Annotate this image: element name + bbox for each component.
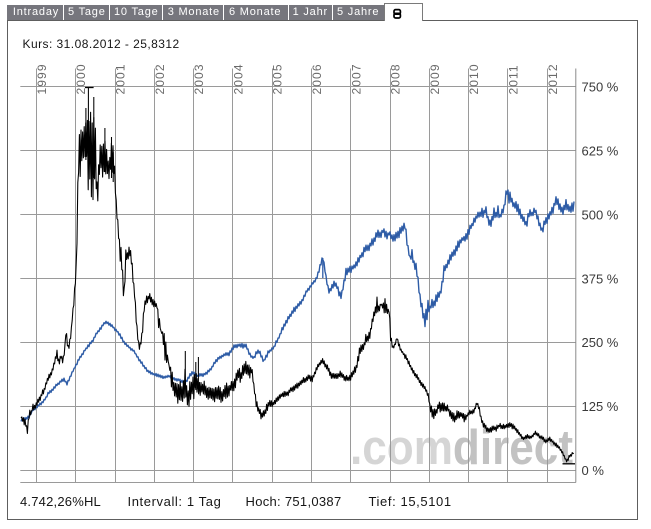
svg-text:.comdirect: .comdirect	[350, 420, 573, 475]
svg-text:2007: 2007	[349, 63, 363, 94]
svg-text:750 %: 750 %	[582, 80, 619, 95]
svg-text:2011: 2011	[507, 64, 521, 94]
svg-text:2003: 2003	[192, 63, 206, 94]
svg-text:2009: 2009	[428, 63, 442, 94]
svg-text:2010: 2010	[467, 63, 481, 94]
svg-text:2001: 2001	[114, 63, 128, 94]
svg-text:2000: 2000	[74, 63, 88, 94]
svg-text:0 %: 0 %	[582, 463, 605, 478]
svg-text:1999: 1999	[35, 63, 49, 94]
svg-text:2005: 2005	[271, 63, 285, 94]
svg-text:2008: 2008	[389, 63, 403, 94]
svg-text:125 %: 125 %	[582, 399, 619, 414]
svg-text:2002: 2002	[153, 63, 167, 94]
svg-text:2012: 2012	[546, 63, 560, 94]
svg-text:500 %: 500 %	[582, 207, 619, 222]
svg-text:250 %: 250 %	[582, 335, 619, 350]
svg-text:2006: 2006	[310, 63, 324, 94]
svg-text:625 %: 625 %	[582, 144, 619, 159]
svg-text:2004: 2004	[231, 63, 245, 94]
svg-text:375 %: 375 %	[582, 271, 619, 286]
